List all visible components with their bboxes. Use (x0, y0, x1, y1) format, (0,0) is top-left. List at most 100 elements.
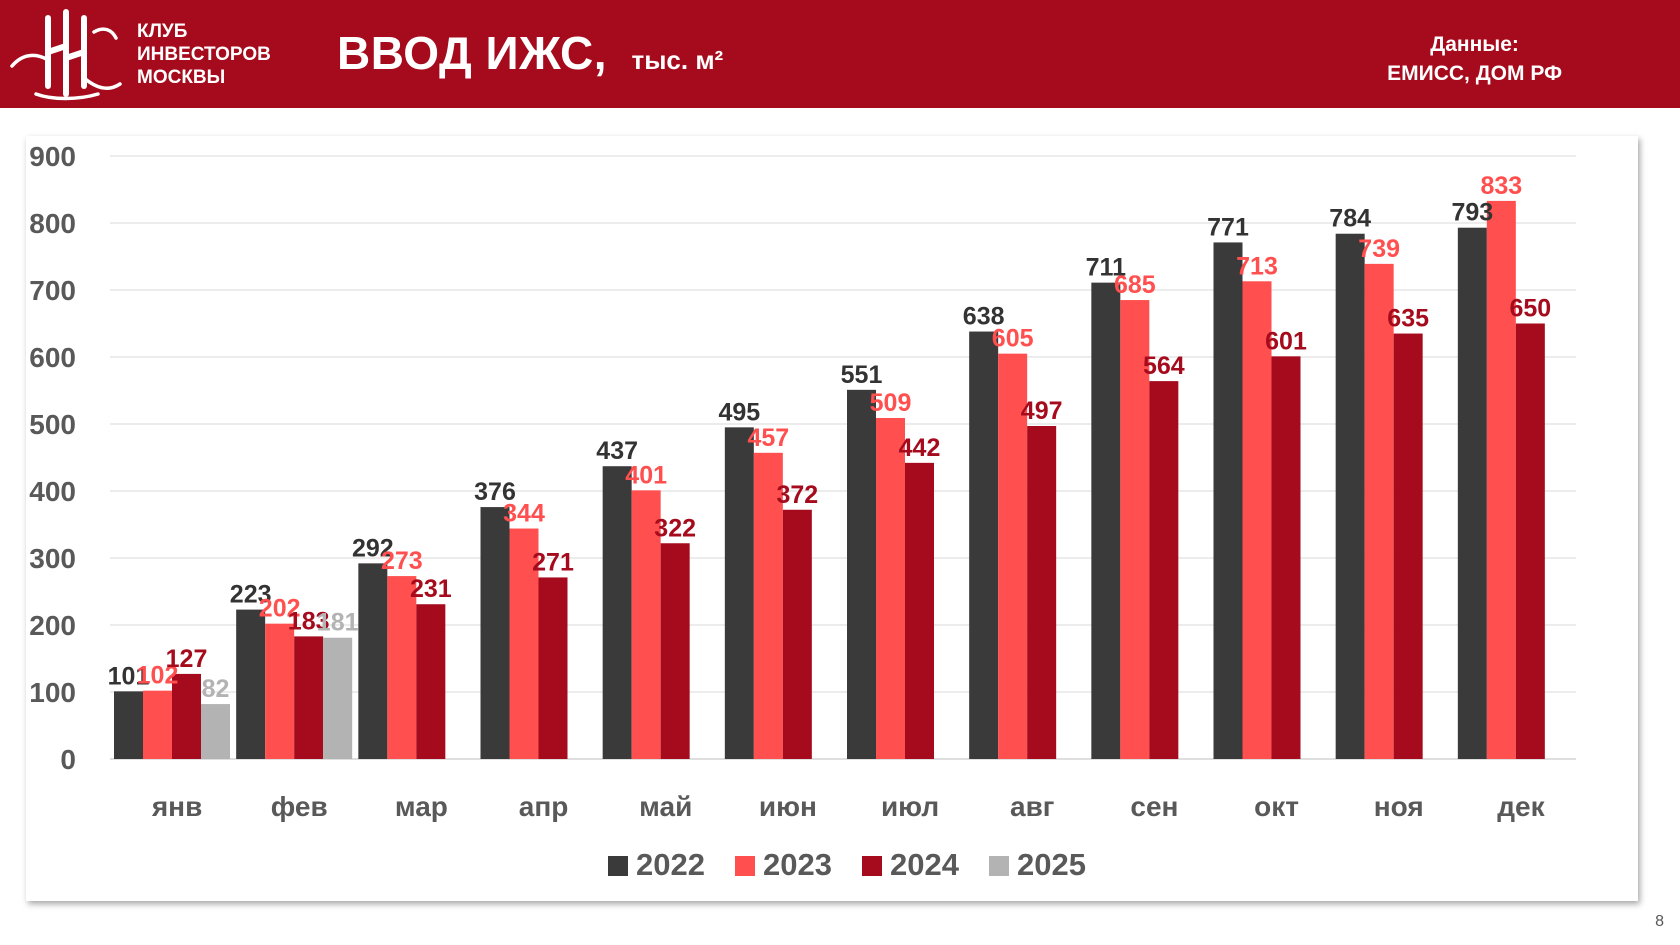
bar-2022 (1457, 227, 1487, 759)
data-label-2025: 181 (317, 609, 359, 637)
x-tick-label: янв (151, 791, 202, 822)
legend-label-2022: 2022 (636, 847, 705, 882)
bar-2023 (387, 576, 417, 759)
data-label-2022: 711 (1086, 254, 1126, 282)
title-block: ВВОД ИЖС, тыс. м² (337, 26, 723, 80)
bar-2023 (1120, 300, 1150, 759)
data-label-2023: 605 (992, 325, 1034, 353)
y-tick-label: 700 (29, 275, 76, 306)
bar-2024 (416, 604, 446, 759)
bar-2022 (1335, 233, 1365, 760)
page-title: ВВОД ИЖС, (337, 27, 608, 79)
y-tick-label: 200 (29, 610, 76, 641)
bar-2024 (905, 462, 934, 759)
y-tick-label: 400 (29, 476, 76, 507)
bar-2022 (969, 331, 999, 759)
legend-label-2025: 2025 (1017, 847, 1086, 882)
header-bar: КЛУБ ИНВЕСТОРОВ МОСКВЫ ВВОД ИЖС, тыс. м²… (0, 0, 1680, 108)
bar-2024 (1149, 381, 1179, 759)
data-label-2024: 650 (1509, 295, 1551, 323)
bar-2024 (1515, 323, 1545, 759)
data-label-2022: 784 (1329, 205, 1371, 233)
data-label-2022: 771 (1207, 213, 1249, 241)
data-label-2022: 638 (963, 303, 1005, 331)
legend-swatch-2023 (735, 856, 755, 876)
x-tick-label: дек (1497, 791, 1545, 822)
data-label-2024: 497 (1021, 397, 1063, 425)
data-label-2022: 495 (718, 398, 760, 426)
bar-2022 (602, 466, 632, 759)
x-tick-label: ноя (1374, 791, 1424, 822)
club-logo-icon (10, 9, 122, 101)
y-tick-label: 600 (29, 342, 76, 373)
data-label-2024: 322 (654, 514, 696, 542)
bar-2024 (782, 509, 812, 759)
bar-2023 (509, 528, 539, 759)
data-label-2024: 271 (532, 548, 574, 576)
logo-text: КЛУБ ИНВЕСТОРОВ МОСКВЫ (137, 20, 271, 89)
data-label-2022: 101 (108, 662, 150, 690)
data-label-2023: 401 (625, 461, 667, 489)
y-tick-label: 800 (29, 208, 76, 239)
legend-swatch-2024 (862, 856, 882, 876)
x-tick-label: апр (519, 791, 569, 822)
data-label-2023: 202 (259, 595, 301, 623)
bar-2023 (998, 353, 1028, 759)
x-tick-label: мар (395, 791, 448, 822)
data-label-2023: 685 (1114, 271, 1156, 299)
data-label-2023: 457 (747, 424, 789, 452)
data-label-2023: 833 (1480, 172, 1522, 200)
bar-2024 (1027, 426, 1057, 759)
data-label-2022: 437 (596, 437, 638, 465)
bar-2024 (1271, 356, 1301, 759)
data-label-2024: 127 (166, 645, 208, 673)
page-subtitle: тыс. м² (631, 45, 724, 75)
logo-line-3: МОСКВЫ (137, 67, 226, 88)
y-tick-label: 300 (29, 543, 76, 574)
chart-panel: 0 100 200 300 400 500 600 700 800 900 янв 101 102 127… (26, 136, 1638, 901)
data-label-2022: 793 (1451, 199, 1493, 227)
bar-2025 (323, 637, 353, 759)
bar-2022 (114, 691, 143, 759)
data-label-2024: 231 (410, 575, 452, 603)
data-label-2022: 376 (474, 478, 516, 506)
bar-2023 (1486, 200, 1516, 759)
data-label-2022: 292 (352, 534, 394, 562)
data-label-2023: 713 (1236, 252, 1278, 280)
data-label-2024: 564 (1143, 352, 1185, 380)
bar-2023 (1242, 281, 1272, 759)
bar-2022 (724, 427, 754, 759)
bar-chart: 0 100 200 300 400 500 600 700 800 900 янв 101102127… (29, 141, 1576, 882)
data-label-2023: 273 (381, 547, 423, 575)
bar-2023 (265, 623, 295, 759)
legend-swatch-2022 (608, 856, 628, 876)
data-label-2024: 442 (899, 434, 941, 462)
data-source: Данные: ЕМИСС, ДОМ РФ (1387, 30, 1562, 88)
data-label-2025: 82 (202, 675, 230, 703)
legend-swatch-2025 (989, 856, 1009, 876)
bar-2022 (480, 507, 510, 759)
x-tick-label: июн (759, 791, 817, 822)
y-tick-label: 0 (60, 744, 76, 775)
bar-2024 (1393, 333, 1423, 759)
data-label-2024: 372 (776, 481, 818, 509)
bar-2022 (1213, 242, 1243, 759)
bar-2022 (1091, 282, 1121, 759)
y-tick-label: 100 (29, 677, 76, 708)
x-tick-label: май (639, 791, 692, 822)
bar-2023 (876, 417, 905, 759)
data-label-2023: 102 (137, 662, 179, 690)
bar-2022 (236, 609, 266, 759)
data-label-2024: 183 (288, 607, 330, 635)
data-label-2022: 551 (841, 361, 883, 389)
data-label-2024: 601 (1265, 327, 1307, 355)
source-value: ЕМИСС, ДОМ РФ (1387, 62, 1562, 85)
page-number: 8 (1655, 913, 1664, 930)
bar-2023 (631, 490, 661, 759)
bar-2023 (1364, 263, 1394, 759)
x-tick-label: фев (271, 791, 328, 822)
logo-line-2: ИНВЕСТОРОВ (137, 44, 271, 65)
data-label-2024: 635 (1387, 305, 1429, 333)
y-tick-label: 500 (29, 409, 76, 440)
logo-line-1: КЛУБ (137, 21, 188, 42)
